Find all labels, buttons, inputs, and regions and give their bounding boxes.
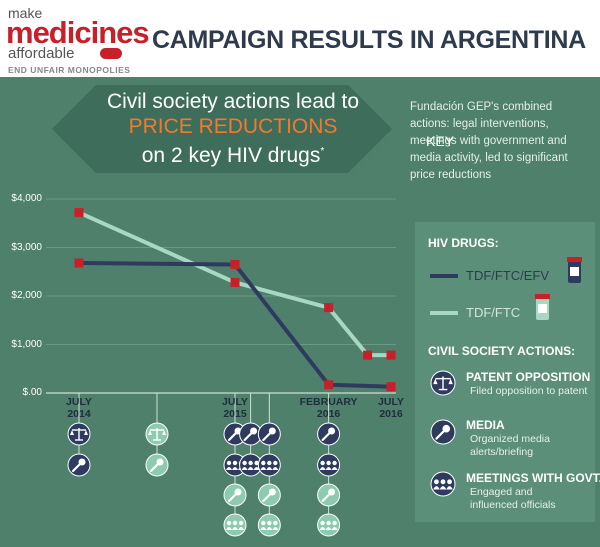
microphone-icon-key (430, 419, 456, 445)
page-title: CAMPAIGN RESULTS IN ARGENTINA (152, 26, 586, 54)
x-tick-label: FEBRUARY 2016 (299, 396, 358, 420)
action-meetings-title: MEETINGS WITH GOVT. (466, 471, 600, 485)
content-panel: Civil society actions lead to PRICE REDU… (0, 77, 600, 547)
scales-icon-key (430, 370, 456, 396)
y-tick-label: $3,000 (11, 241, 42, 253)
microphone-icon (257, 483, 281, 507)
x-tick-label: JULY 2016 (378, 396, 404, 420)
meeting-icon (317, 453, 341, 477)
actions-heading: CIVIL SOCIETY ACTIONS: (428, 344, 576, 358)
hiv-drugs-heading: HIV DRUGS: (428, 236, 499, 250)
data-point-marker (363, 350, 373, 360)
scales-icon (145, 422, 169, 446)
headline-line1: Civil society actions lead to (106, 90, 360, 113)
data-point-marker (74, 208, 84, 218)
microphone-icon (223, 422, 247, 446)
headline-highlight: PRICE REDUCTIONS (128, 115, 338, 138)
series-line-1 (78, 261, 392, 389)
data-point-marker (324, 303, 334, 313)
action-meetings-desc: Engaged and influenced officials (470, 486, 556, 511)
microphone-icon (223, 483, 247, 507)
logo-affordable: affordable (8, 45, 75, 62)
meeting-icon-key (430, 471, 456, 497)
microphone-icon (257, 422, 281, 446)
headline-line3: on 2 key HIV drugs (141, 144, 321, 167)
action-media-title: MEDIA (466, 418, 505, 432)
data-point-marker (386, 382, 396, 392)
data-point-marker (74, 258, 84, 268)
scales-icon (67, 422, 91, 446)
y-tick-label: $4,000 (11, 193, 42, 204)
logo-medicines: medicines (6, 15, 150, 50)
microphone-icon (317, 422, 341, 446)
x-tick-label: JULY 2015 (222, 396, 248, 420)
data-point-marker (324, 380, 334, 390)
meeting-icon (257, 453, 281, 477)
legend-drug2-label: TDF/FTC (466, 305, 521, 320)
key-title: KEY (426, 133, 455, 149)
meeting-icon (239, 453, 263, 477)
pill-bottle-icon (567, 257, 582, 283)
logo-make: make (8, 5, 43, 21)
y-tick-label: $.00 (22, 387, 42, 398)
x-tick-label: JULY 2014 (66, 396, 92, 420)
data-point-marker (230, 259, 240, 269)
pill-bottle-icon (535, 294, 550, 320)
y-tick-label: $2,000 (11, 290, 42, 301)
logo-tagline: END UNFAIR MONOPOLIES (8, 65, 131, 75)
microphone-icon (145, 453, 169, 477)
action-media-desc: Organized media alerts/briefing (470, 433, 550, 458)
pill-icon (100, 48, 122, 59)
meeting-icon (223, 513, 247, 537)
data-point-marker (386, 350, 396, 360)
headline-banner (52, 85, 392, 173)
action-patent-desc: Filed opposition to patent (470, 385, 588, 397)
headline-line3-wrap: on 2 key HIV drugs* (83, 139, 383, 168)
header: make medicines affordable END UNFAIR MON… (0, 0, 600, 77)
legend-drug1-label: TDF/FTC/EFV (466, 268, 550, 283)
action-patent-title: PATENT OPPOSITION (466, 370, 591, 384)
meeting-icon (317, 513, 341, 537)
headline-footnote: * (320, 146, 325, 157)
headline: Civil society actions lead to PRICE REDU… (83, 89, 383, 168)
microphone-icon (317, 483, 341, 507)
microphone-icon (67, 453, 91, 477)
y-tick-label: $1,000 (11, 338, 42, 350)
intro-text: Fundación GEP's combined actions: legal … (410, 101, 568, 181)
data-point-marker (230, 277, 240, 287)
meeting-icon (257, 513, 281, 537)
